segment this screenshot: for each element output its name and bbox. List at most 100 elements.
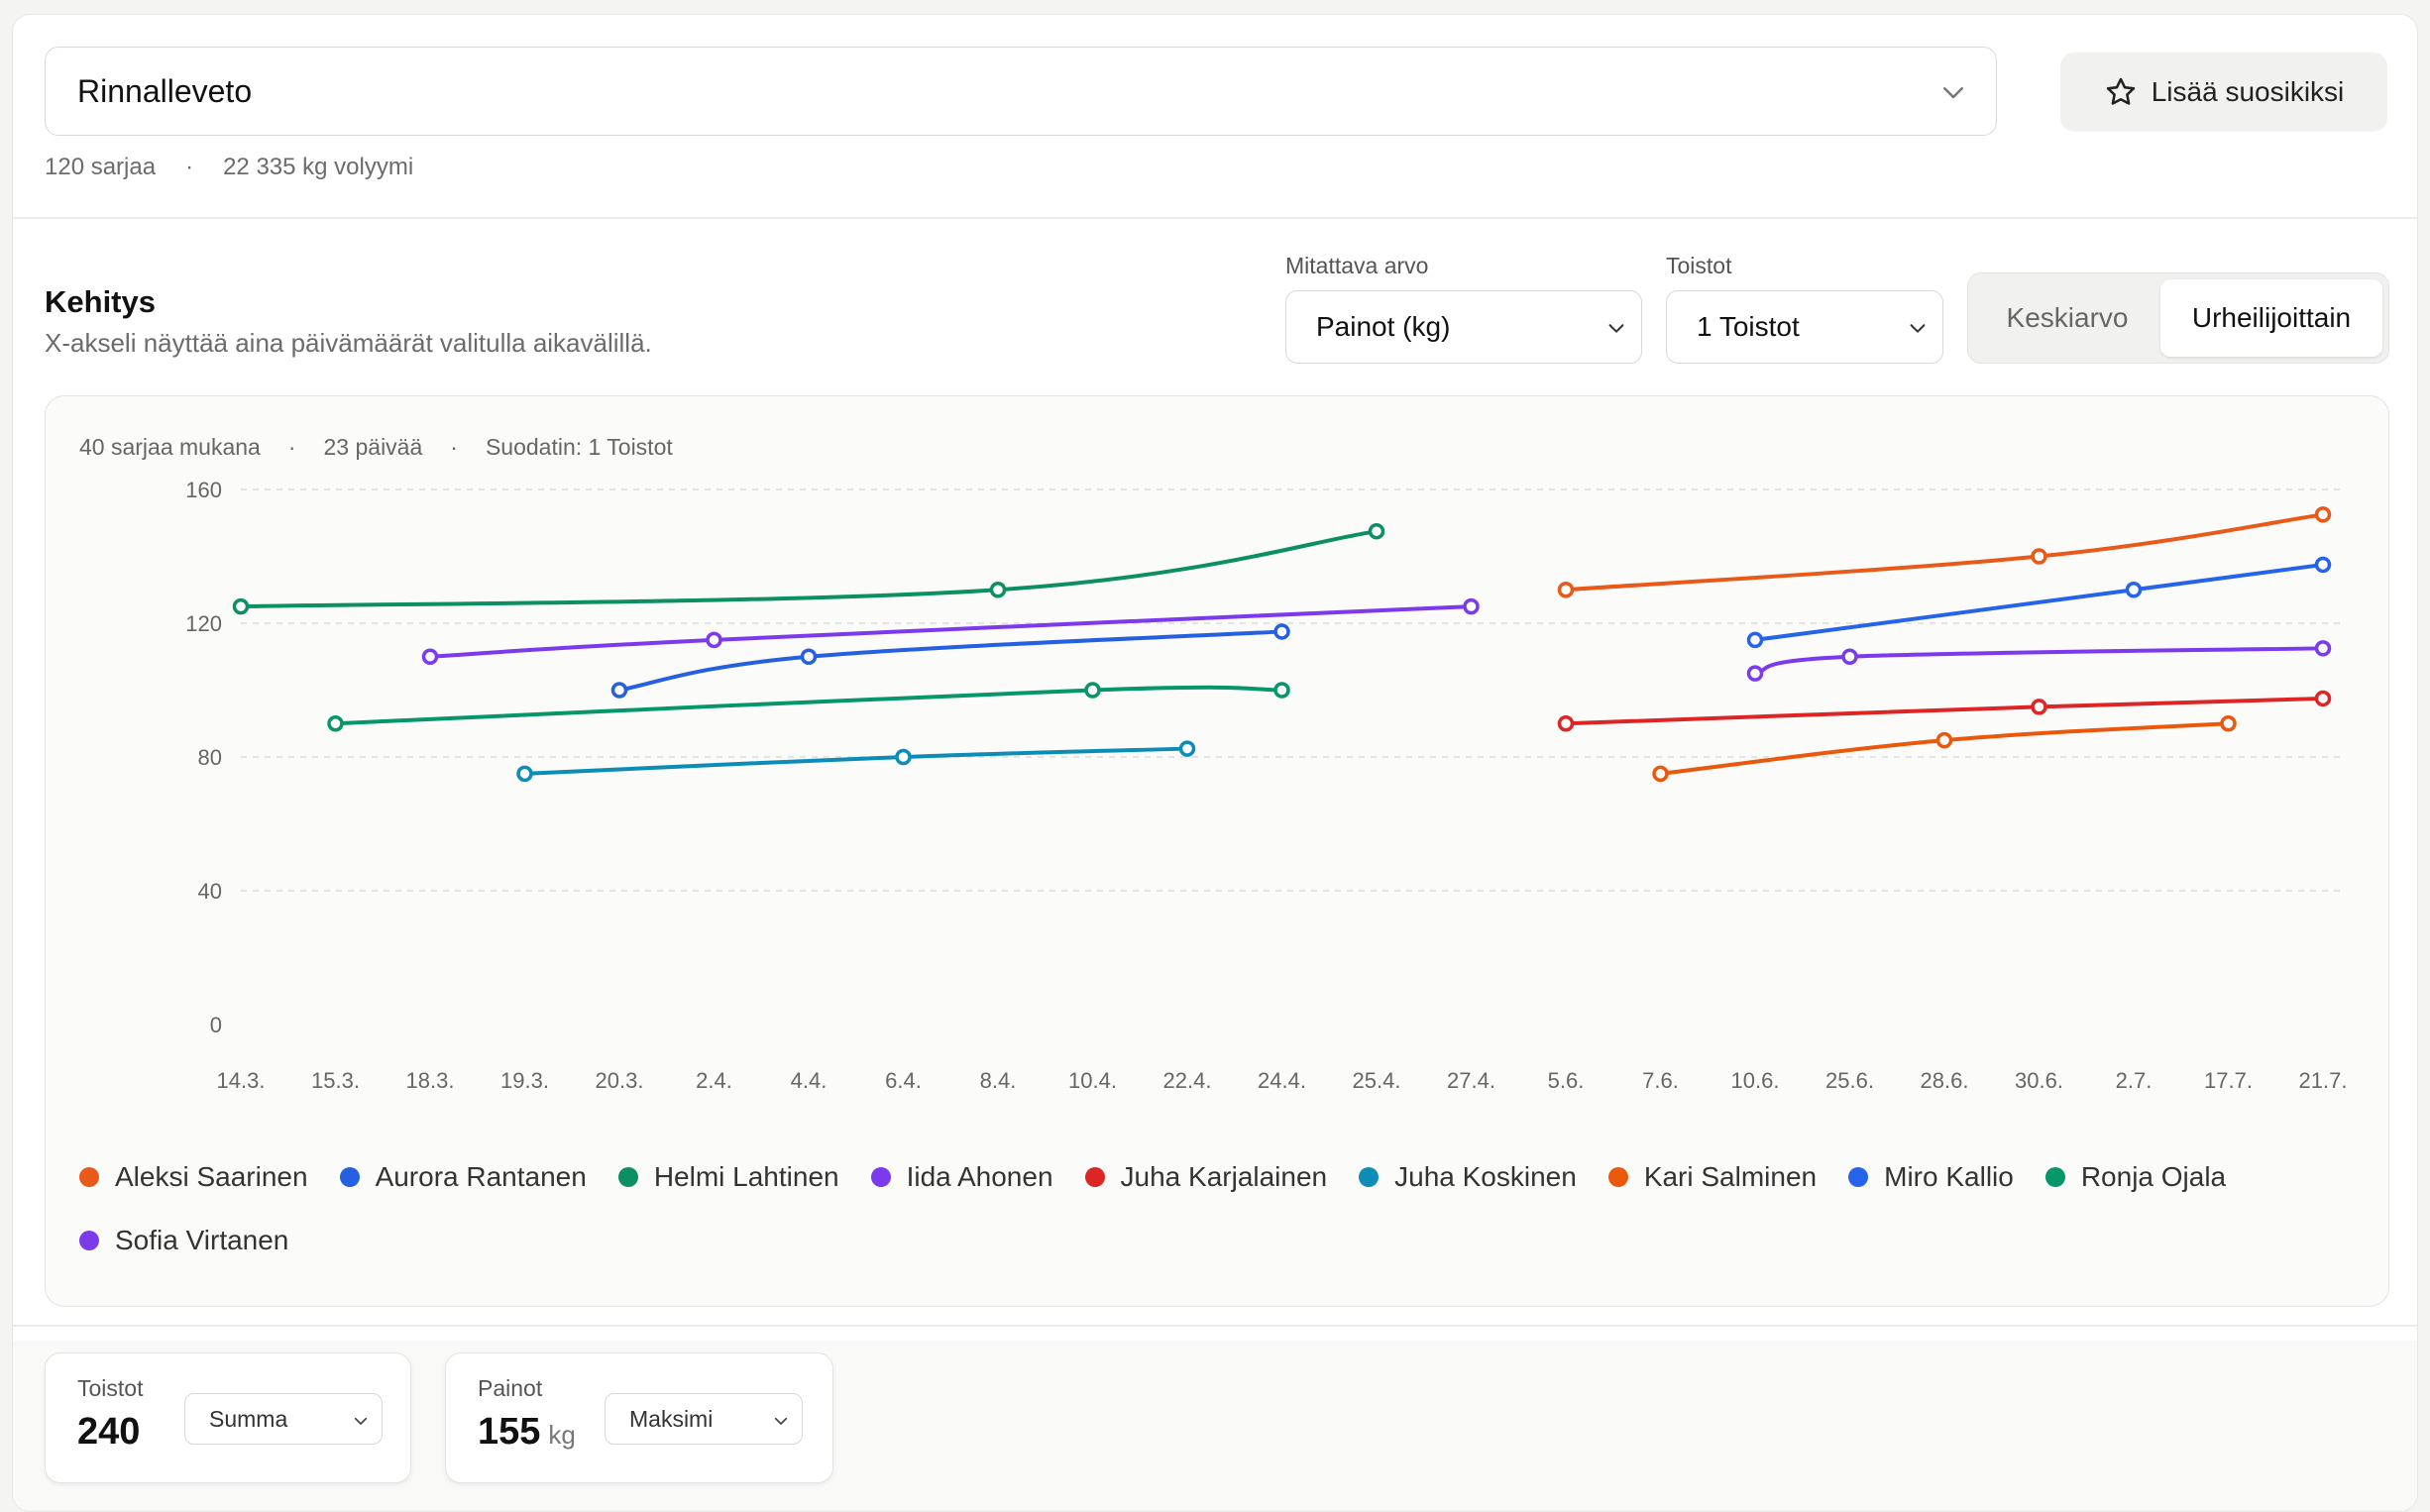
stat-number: 240: [77, 1411, 141, 1453]
legend-item[interactable]: Kari Salminen: [1607, 1159, 1817, 1195]
progress-title: Kehitys: [45, 284, 156, 319]
legend-item[interactable]: Miro Kallio: [1848, 1159, 2014, 1195]
y-tick-label: 0: [210, 1013, 222, 1037]
legend-item[interactable]: Helmi Lahtinen: [617, 1159, 839, 1195]
data-point[interactable]: [327, 715, 344, 732]
chart-meta-sets: 40 sarjaa mukana: [79, 434, 261, 460]
exercise-meta: 120 sarjaa · 22 335 kg volyymi: [45, 154, 413, 181]
legend-item[interactable]: Juha Karjalainen: [1084, 1159, 1327, 1195]
data-point[interactable]: [1273, 623, 1290, 640]
data-point[interactable]: [1746, 631, 1764, 649]
metric-select-value: Painot (kg): [1316, 311, 1451, 342]
x-tick-label: 6.4.: [885, 1068, 922, 1093]
toggle-by-athlete[interactable]: Urheilijoittain: [2160, 279, 2382, 357]
data-point[interactable]: [1935, 731, 1953, 749]
data-point[interactable]: [610, 682, 628, 699]
toggle-average[interactable]: Keskiarvo: [2006, 302, 2129, 333]
data-point[interactable]: [516, 765, 533, 783]
star-icon: [2106, 77, 2135, 105]
volume-total: 22 335 kg volyymi: [223, 154, 414, 180]
x-tick-label: 28.6.: [1921, 1068, 1969, 1093]
legend-item[interactable]: Ronja Ojala: [2044, 1159, 2226, 1195]
legend-item[interactable]: Iida Ahonen: [870, 1159, 1053, 1195]
aggregation-select[interactable]: Summa: [184, 1393, 383, 1445]
legend-item[interactable]: Sofia Virtanen: [79, 1223, 288, 1258]
data-point[interactable]: [2125, 582, 2143, 598]
legend-item[interactable]: Aleksi Saarinen: [79, 1159, 308, 1195]
exercise-card: Rinnalleveto Lisää suosikiksi 120 sarjaa…: [12, 14, 2418, 1512]
x-tick-label: 4.4.: [791, 1068, 828, 1093]
data-point[interactable]: [1746, 665, 1764, 682]
data-point[interactable]: [2314, 690, 2332, 707]
series-line: [617, 629, 1284, 693]
legend-swatch: [79, 1231, 99, 1250]
x-tick-label: 5.6.: [1548, 1068, 1585, 1093]
data-point[interactable]: [1273, 682, 1290, 699]
exercise-select[interactable]: Rinnalleveto: [45, 47, 1997, 136]
data-point[interactable]: [1652, 765, 1669, 783]
data-point[interactable]: [2314, 640, 2332, 657]
data-point[interactable]: [2314, 506, 2332, 523]
data-point[interactable]: [1557, 715, 1575, 732]
sets-count: 120 sarjaa: [45, 154, 157, 180]
data-point[interactable]: [989, 582, 1007, 598]
data-point[interactable]: [895, 748, 912, 766]
aggregation-select-value: Summa: [209, 1405, 288, 1432]
stat-label: Toistot: [77, 1375, 144, 1401]
legend-label: Helmi Lahtinen: [653, 1161, 839, 1192]
data-point[interactable]: [706, 631, 722, 649]
data-point[interactable]: [1557, 582, 1575, 598]
data-point[interactable]: [1178, 740, 1196, 757]
data-point[interactable]: [232, 597, 250, 615]
aggregation-select-value: Maksimi: [629, 1405, 714, 1432]
data-point[interactable]: [2031, 548, 2047, 565]
chart-meta: 40 sarjaa mukana · 23 päivää · Suodatin:…: [79, 434, 673, 461]
chevron-down-icon: [1608, 324, 1624, 333]
data-point[interactable]: [1368, 522, 1385, 540]
chevron-down-icon: [354, 1417, 368, 1425]
meta-separator: ·: [287, 434, 296, 460]
data-point[interactable]: [2031, 699, 2047, 715]
x-tick-label: 25.6.: [1825, 1068, 1874, 1093]
aggregation-select[interactable]: Maksimi: [605, 1393, 803, 1445]
data-point[interactable]: [1841, 648, 1858, 665]
legend-swatch: [1084, 1167, 1105, 1187]
metric-select[interactable]: Painot (kg): [1285, 290, 1642, 364]
progress-subtitle: X-akseli näyttää aina päivämäärät valitu…: [45, 328, 652, 358]
y-tick-label: 80: [198, 745, 222, 770]
x-tick-label: 2.7.: [2116, 1068, 2153, 1093]
y-tick-label: 120: [185, 611, 222, 636]
data-point[interactable]: [800, 648, 818, 665]
legend-swatch: [339, 1167, 360, 1187]
metric-label: Mitattava arvo: [1285, 253, 1429, 278]
data-point[interactable]: [1084, 682, 1101, 699]
x-tick-label: 19.3.: [500, 1068, 549, 1093]
legend-label: Miro Kallio: [1884, 1161, 2014, 1192]
x-tick-label: 7.6.: [1642, 1068, 1679, 1093]
data-point[interactable]: [421, 648, 439, 665]
reps-select-value: 1 Toistot: [1697, 311, 1800, 342]
progress-line-chart: 0 40 80 120 160 14.3. 15.3. 18.3. 19.3. 20.3. 2.4.…: [185, 478, 2347, 1093]
stat-unit: kg: [548, 1420, 576, 1450]
chevron-down-icon: [1943, 87, 1963, 99]
reps-select[interactable]: 1 Toistot: [1666, 290, 1943, 364]
exercise-select-value: Rinnalleveto: [77, 72, 253, 109]
data-point[interactable]: [2314, 556, 2332, 574]
data-point[interactable]: [1463, 597, 1480, 615]
stat-label: Painot: [478, 1375, 543, 1401]
legend-item[interactable]: Aurora Rantanen: [339, 1159, 587, 1195]
legend-item[interactable]: Juha Koskinen: [1359, 1159, 1577, 1195]
series-line: [333, 685, 1284, 726]
section-divider: [13, 217, 2417, 219]
stat-value: 240: [77, 1411, 140, 1454]
x-tick-label: 22.4.: [1163, 1068, 1212, 1093]
x-tick-label: 18.3.: [406, 1068, 455, 1093]
data-point[interactable]: [2220, 715, 2237, 732]
series-line: [1564, 696, 2325, 726]
series-line: [1753, 646, 2325, 676]
chevron-down-icon: [1910, 324, 1926, 333]
stat-card-weight: Painot 155 kg Maksimi: [445, 1352, 833, 1483]
add-favorite-button[interactable]: Lisää suosikiksi: [2060, 53, 2387, 132]
legend-label: Sofia Virtanen: [115, 1225, 289, 1255]
legend-swatch: [1359, 1167, 1380, 1187]
